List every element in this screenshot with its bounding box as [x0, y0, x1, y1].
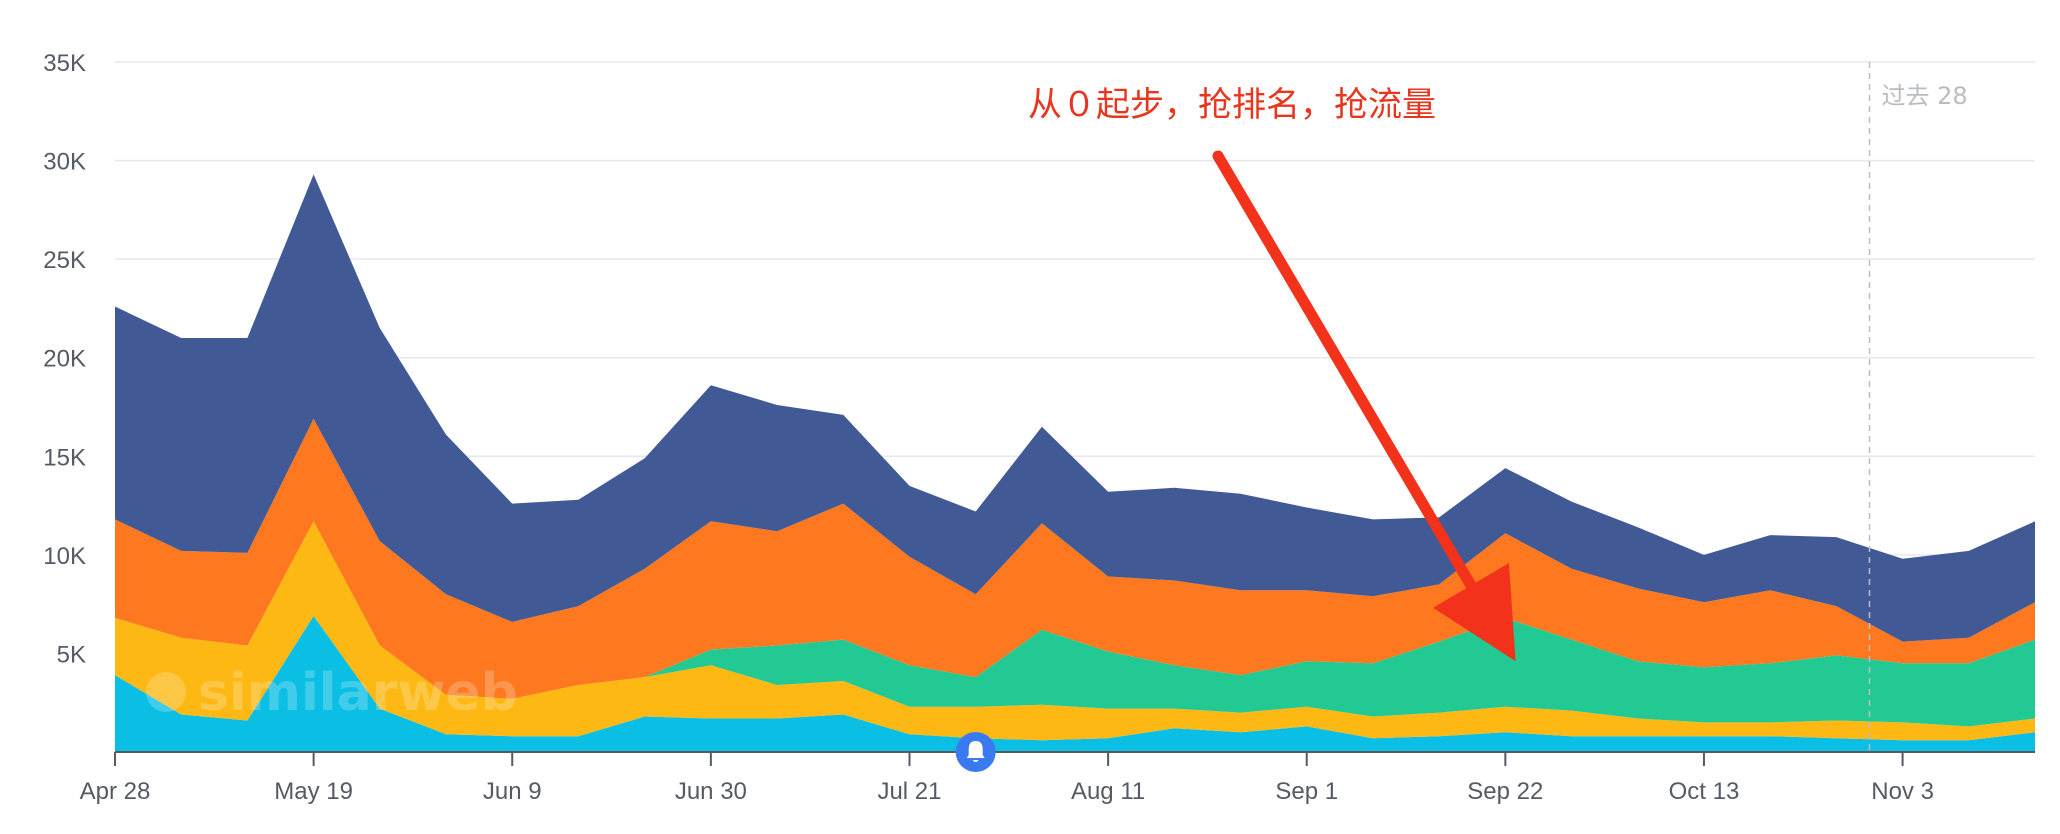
- x-tick-label: Sep 22: [1467, 778, 1543, 805]
- watermark-logo-icon: [146, 672, 186, 712]
- area-series-3: [115, 521, 2035, 727]
- area-series-5: [115, 174, 2035, 642]
- y-tick-label: 10K: [43, 543, 86, 570]
- y-tick-label: 5K: [57, 641, 86, 668]
- y-tick-label: 30K: [43, 149, 86, 176]
- annotation: 从０起步，抢排名，抢流量: [1028, 85, 1516, 662]
- past-period-marker: 过去 28: [1868, 62, 1968, 752]
- area-series-1: [115, 616, 2035, 752]
- similarweb-watermark: similarweb: [146, 663, 518, 723]
- y-tick-label: 15K: [43, 444, 86, 471]
- watermark-text: similarweb: [198, 663, 518, 723]
- x-tick-label: Apr 28: [80, 778, 151, 805]
- past-period-label: 过去 28: [1881, 82, 1967, 110]
- area-series-2: [115, 521, 2035, 741]
- y-tick-label: 35K: [43, 50, 86, 77]
- annotation-arrow: [1212, 150, 1516, 662]
- x-tick-label: Aug 11: [1071, 778, 1145, 805]
- bell-icon: [966, 741, 985, 762]
- x-tick-label: Sep 1: [1275, 778, 1338, 805]
- y-tick-label: 25K: [43, 247, 86, 274]
- x-axis-ticks: Apr 28 May 19 Jun 9 Jun 30 Jul 21 Aug 11 Sep 1…: [80, 752, 1934, 805]
- y-axis-ticks: 5K 10K 15K 20K 25K 30K 35K: [43, 50, 86, 668]
- area-series: [115, 174, 2035, 752]
- event-marker[interactable]: [955, 732, 996, 772]
- x-tick-label: May 19: [274, 778, 353, 805]
- area-series-4: [115, 418, 2035, 699]
- x-tick-label: Jul 21: [877, 778, 941, 805]
- x-tick-label: Jun 30: [675, 778, 747, 805]
- annotation-text: 从０起步，抢排名，抢流量: [1028, 85, 1436, 125]
- x-tick-label: Nov 3: [1871, 778, 1934, 805]
- x-tick-label: Jun 9: [483, 778, 542, 805]
- y-tick-label: 20K: [43, 346, 86, 373]
- x-tick-label: Oct 13: [1669, 778, 1740, 805]
